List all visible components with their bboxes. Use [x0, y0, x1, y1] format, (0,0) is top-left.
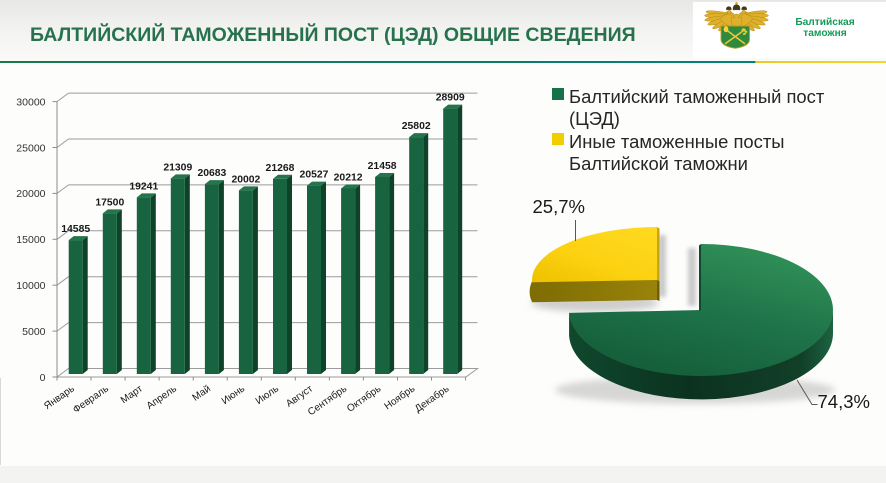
- svg-text:21458: 21458: [368, 161, 397, 172]
- svg-text:10000: 10000: [16, 280, 45, 292]
- svg-text:20000: 20000: [16, 188, 45, 200]
- svg-text:Апрель: Апрель: [145, 383, 179, 411]
- svg-text:28909: 28909: [436, 93, 465, 104]
- svg-text:25802: 25802: [402, 121, 431, 132]
- svg-text:Ноябрь: Ноябрь: [382, 383, 417, 413]
- svg-text:Июнь: Июнь: [220, 383, 247, 407]
- svg-text:74,3%: 74,3%: [818, 391, 870, 412]
- svg-text:14585: 14585: [61, 224, 90, 235]
- svg-text:Июль: Июль: [254, 383, 281, 407]
- svg-text:0: 0: [40, 372, 46, 384]
- svg-text:Сентябрь: Сентябрь: [306, 383, 350, 419]
- svg-text:17500: 17500: [95, 197, 124, 208]
- svg-text:21309: 21309: [163, 162, 192, 173]
- svg-text:Март: Март: [119, 383, 145, 406]
- svg-text:20002: 20002: [231, 174, 260, 185]
- svg-text:Декабрь: Декабрь: [412, 383, 451, 415]
- svg-text:Февраль: Февраль: [71, 383, 111, 415]
- svg-text:30000: 30000: [16, 96, 45, 108]
- svg-text:5000: 5000: [22, 326, 46, 338]
- svg-text:15000: 15000: [16, 234, 45, 246]
- svg-text:Октябрь: Октябрь: [345, 383, 384, 415]
- svg-text:20212: 20212: [334, 173, 363, 184]
- svg-text:21268: 21268: [266, 163, 295, 174]
- svg-text:25,7%: 25,7%: [533, 196, 585, 217]
- svg-text:19241: 19241: [129, 181, 158, 192]
- svg-text:20527: 20527: [300, 170, 329, 181]
- svg-text:20683: 20683: [197, 168, 226, 179]
- svg-text:25000: 25000: [16, 142, 45, 154]
- svg-text:Май: Май: [191, 383, 213, 403]
